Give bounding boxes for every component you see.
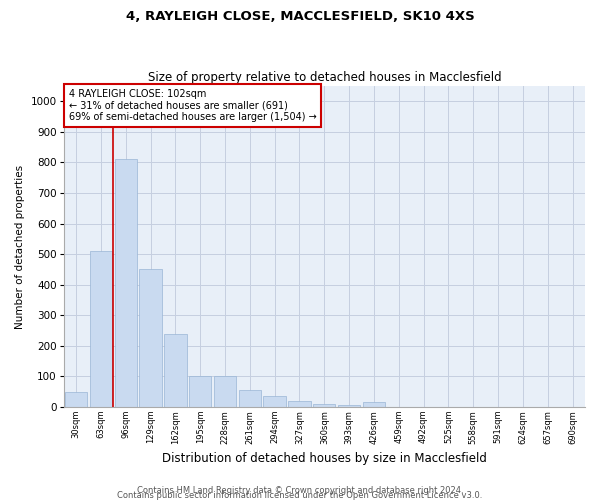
Text: 4, RAYLEIGH CLOSE, MACCLESFIELD, SK10 4XS: 4, RAYLEIGH CLOSE, MACCLESFIELD, SK10 4X…	[125, 10, 475, 23]
Bar	[239, 390, 261, 407]
Bar	[164, 334, 187, 407]
Bar	[65, 392, 87, 407]
Bar	[338, 406, 361, 407]
Text: 4 RAYLEIGH CLOSE: 102sqm
← 31% of detached houses are smaller (691)
69% of semi-: 4 RAYLEIGH CLOSE: 102sqm ← 31% of detach…	[69, 90, 317, 122]
Title: Size of property relative to detached houses in Macclesfield: Size of property relative to detached ho…	[148, 70, 501, 84]
Bar	[363, 402, 385, 407]
Bar	[313, 404, 335, 407]
X-axis label: Distribution of detached houses by size in Macclesfield: Distribution of detached houses by size …	[162, 452, 487, 465]
Y-axis label: Number of detached properties: Number of detached properties	[15, 164, 25, 328]
Bar	[289, 401, 311, 407]
Bar	[263, 396, 286, 407]
Bar	[214, 376, 236, 407]
Bar	[189, 376, 211, 407]
Bar	[89, 251, 112, 407]
Bar	[139, 270, 161, 407]
Text: Contains HM Land Registry data © Crown copyright and database right 2024.: Contains HM Land Registry data © Crown c…	[137, 486, 463, 495]
Bar	[115, 160, 137, 407]
Text: Contains public sector information licensed under the Open Government Licence v3: Contains public sector information licen…	[118, 491, 482, 500]
